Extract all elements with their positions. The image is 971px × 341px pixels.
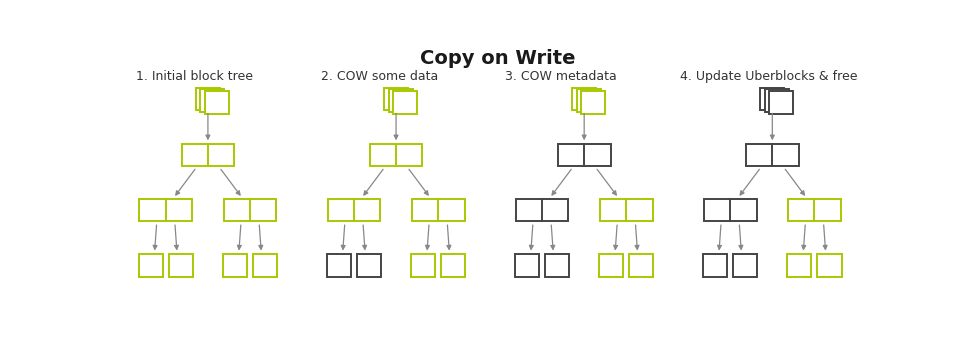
Bar — [200, 89, 224, 112]
Bar — [787, 254, 812, 277]
Bar — [733, 254, 757, 277]
Bar — [388, 89, 413, 112]
Bar — [599, 254, 623, 277]
Bar — [703, 254, 727, 277]
Text: 3. COW metadata: 3. COW metadata — [505, 70, 617, 83]
Bar — [818, 254, 842, 277]
Bar — [557, 144, 611, 166]
Bar — [327, 199, 381, 221]
Bar — [196, 88, 220, 110]
Bar — [139, 254, 163, 277]
Text: 4. Update Uberblocks & free: 4. Update Uberblocks & free — [680, 70, 857, 83]
Text: 2. COW some data: 2. COW some data — [320, 70, 438, 83]
Bar — [205, 91, 229, 114]
Bar — [327, 254, 351, 277]
Text: 1. Initial block tree: 1. Initial block tree — [136, 70, 253, 83]
Bar — [370, 144, 422, 166]
Bar — [253, 254, 277, 277]
Bar — [515, 254, 539, 277]
Bar — [582, 91, 605, 114]
Bar — [704, 199, 756, 221]
Bar — [788, 199, 841, 221]
Text: Copy on Write: Copy on Write — [419, 49, 576, 68]
Bar — [760, 88, 785, 110]
Bar — [384, 88, 408, 110]
Bar — [572, 88, 596, 110]
Bar — [140, 199, 192, 221]
Bar — [516, 199, 568, 221]
Bar — [169, 254, 193, 277]
Bar — [746, 144, 798, 166]
Bar — [411, 254, 435, 277]
Bar — [765, 89, 788, 112]
Bar — [393, 91, 418, 114]
Bar — [412, 199, 464, 221]
Bar — [223, 199, 277, 221]
Bar — [441, 254, 465, 277]
Bar — [545, 254, 569, 277]
Bar — [629, 254, 653, 277]
Bar — [182, 144, 234, 166]
Bar — [600, 199, 653, 221]
Bar — [769, 91, 793, 114]
Bar — [223, 254, 247, 277]
Bar — [357, 254, 381, 277]
Bar — [577, 89, 601, 112]
